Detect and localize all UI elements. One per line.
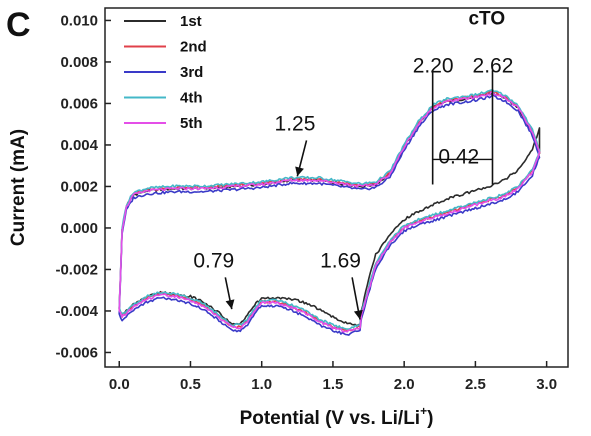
- annotation-arrowhead: [225, 299, 235, 310]
- x-tick-label: 2.0: [394, 376, 415, 393]
- legend-label: 1st: [180, 13, 202, 30]
- annotation-arrowhead: [353, 309, 363, 320]
- series-line-3rd: [118, 94, 541, 336]
- y-tick-label: 0.000: [60, 220, 98, 237]
- x-tick-label: 2.5: [465, 376, 486, 393]
- x-axis-title: Potential (V vs. Li/Li+): [240, 404, 434, 429]
- x-tick-label: 3.0: [536, 376, 557, 393]
- annotation-arrowhead: [295, 166, 304, 177]
- annotation-label: 0.42: [438, 146, 479, 169]
- x-axis: 0.0 0.5 1.0 1.5 2.0 2.5 3.0: [109, 361, 557, 393]
- legend-label: 3rd: [180, 64, 203, 81]
- y-tick-label: 0.010: [60, 12, 98, 29]
- annotation-label: 2.20: [413, 54, 454, 77]
- y-axis-title: Current (mA): [8, 129, 29, 246]
- annotation-label: 1.25: [275, 112, 316, 135]
- annotation-label: 1.69: [320, 249, 361, 272]
- legend: 1st 2nd 3rd 4th 5th: [124, 13, 207, 132]
- legend-label: 5th: [180, 115, 203, 132]
- x-tick-label: 1.5: [323, 376, 344, 393]
- series-line-5th: [118, 91, 541, 333]
- y-tick-label: -0.004: [55, 303, 98, 320]
- y-tick-label: -0.006: [55, 344, 98, 361]
- plot-frame: [104, 7, 569, 368]
- legend-label: 4th: [180, 90, 203, 107]
- x-axis-title-main: Potential (V vs. Li/Li: [240, 408, 421, 429]
- sample-label: cTO: [468, 9, 505, 30]
- annotation-label: 0.79: [193, 249, 234, 272]
- panel-label: C: [6, 6, 31, 44]
- y-tick-label: 0.004: [60, 137, 98, 154]
- x-tick-label: 1.0: [251, 376, 272, 393]
- y-tick-label: -0.002: [55, 261, 98, 278]
- y-axis: -0.006 -0.004 -0.002 0.000 0.002 0.004 0.006 0.…: [55, 12, 111, 361]
- x-axis-title-superscript: +: [420, 404, 427, 418]
- x-axis-title-end: ): [427, 408, 433, 429]
- x-tick-label: 0.0: [109, 376, 130, 393]
- y-tick-label: 0.008: [60, 54, 98, 71]
- annotations: 1.25 0.79 1.69 2.20 2.62 0.42: [193, 54, 514, 320]
- y-tick-label: 0.006: [60, 95, 98, 112]
- annotation-label: 2.62: [473, 54, 514, 77]
- legend-label: 2nd: [180, 39, 207, 56]
- curves-group: [118, 89, 541, 336]
- y-tick-label: 0.002: [60, 178, 98, 195]
- x-tick-label: 0.5: [180, 376, 201, 393]
- series-line-4th: [118, 89, 541, 330]
